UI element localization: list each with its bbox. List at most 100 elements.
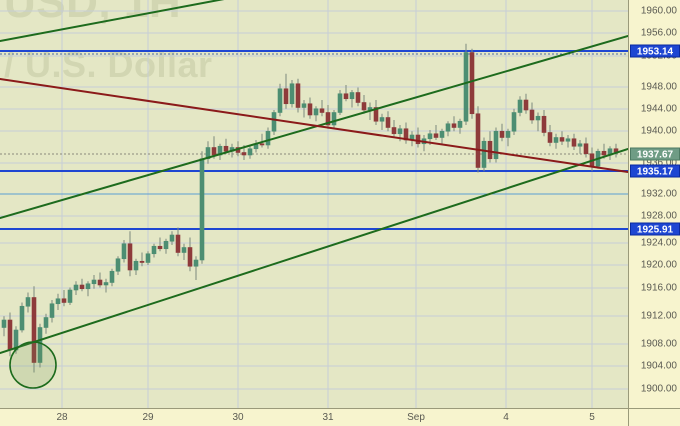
red-downtrend[interactable] <box>0 78 628 173</box>
candlestick <box>361 95 367 114</box>
candlestick <box>391 120 397 138</box>
price-label-support-2[interactable]: 1925.91 <box>630 222 680 236</box>
time-tick-label: 31 <box>322 412 334 423</box>
time-scale[interactable]: 28 29 30 31 Sep 4 5 <box>0 408 680 426</box>
candlestick <box>1 316 7 337</box>
candlestick <box>277 83 283 117</box>
candlestick <box>295 78 301 113</box>
price-tick-label: 1928.00 <box>640 210 677 222</box>
candlestick <box>493 127 499 163</box>
candlestick <box>265 127 271 149</box>
candlestick <box>49 300 55 323</box>
candlestick <box>217 143 223 160</box>
candlestick <box>133 258 139 275</box>
candlestick <box>505 128 511 147</box>
grid-horizontal-lines <box>0 10 628 390</box>
price-tick-label: 1936.00 <box>640 157 677 169</box>
candlestick <box>331 110 337 129</box>
price-tick-label: 1912.00 <box>640 310 677 322</box>
price-tick-label: 1960.00 <box>640 5 677 17</box>
candlestick <box>271 110 277 135</box>
trendline-overlays[interactable] <box>0 0 628 354</box>
price-tick-label: 1904.00 <box>640 360 677 372</box>
candlestick <box>259 133 265 148</box>
candlestick <box>475 106 481 173</box>
price-label-resistance[interactable]: 1953.14 <box>630 44 680 58</box>
green-channel-lower[interactable] <box>0 148 628 354</box>
candlestick <box>79 278 85 292</box>
candlestick <box>223 138 229 154</box>
candlestick <box>607 146 613 160</box>
candlestick <box>313 106 319 122</box>
green-channel-mid[interactable] <box>0 35 628 219</box>
candlestick <box>517 96 523 117</box>
price-label-last[interactable]: 1937.67 <box>630 147 680 161</box>
candlestick <box>193 256 199 280</box>
candlestick <box>253 140 259 153</box>
candlestick <box>613 143 619 158</box>
candlestick <box>481 137 487 172</box>
candlestick <box>343 85 349 102</box>
candlestick <box>289 80 295 108</box>
price-tick-label: 1932.00 <box>640 188 677 200</box>
price-tick-label: 1948.00 <box>640 81 677 93</box>
price-tick-label: 1908.00 <box>640 338 677 350</box>
candlestick <box>109 268 115 287</box>
candlestick <box>439 128 445 145</box>
candlestick <box>355 87 361 107</box>
time-tick-label: 28 <box>56 412 68 423</box>
green-channel-upper[interactable] <box>0 0 614 42</box>
candlestick <box>325 105 331 129</box>
horizontal-level-lines[interactable] <box>0 50 628 230</box>
candlestick <box>379 113 385 130</box>
candlestick <box>463 43 469 125</box>
time-tick-label: 4 <box>503 412 509 423</box>
candlestick <box>559 131 565 145</box>
candlestick <box>499 123 505 142</box>
candlestick <box>43 313 49 334</box>
price-tick-label: 1956.00 <box>640 27 677 39</box>
candlestick <box>451 116 457 132</box>
candlestick <box>487 131 493 163</box>
chart-canvas <box>0 0 628 408</box>
candlestick <box>349 90 355 108</box>
scale-settings-corner[interactable] <box>628 409 680 426</box>
price-label-support-1[interactable]: 1935.17 <box>630 164 680 178</box>
candlestick <box>247 146 253 159</box>
time-tick-label: 30 <box>232 412 244 423</box>
candlestick <box>511 108 517 135</box>
time-tick-label: 29 <box>142 412 154 423</box>
candlestick <box>385 111 391 132</box>
candlestick <box>571 133 577 150</box>
chart-plot-area[interactable]: USD, 1H / U.S. Dollar <box>0 0 628 408</box>
candlestick <box>283 73 289 109</box>
grid-vertical-lines <box>61 0 593 408</box>
candlestick <box>175 227 181 257</box>
candlestick <box>541 110 547 137</box>
candlestick <box>97 272 103 288</box>
candlestick <box>85 281 91 297</box>
candlestick <box>73 281 79 295</box>
candlestick <box>433 125 439 140</box>
candlestick <box>67 287 73 305</box>
price-tick-label: 1900.00 <box>640 383 677 395</box>
price-scale[interactable]: 1960.001956.001952.001948.001944.001940.… <box>628 0 680 408</box>
highlight-circle[interactable] <box>9 341 57 389</box>
candlestick <box>529 102 535 124</box>
candlestick <box>181 243 187 260</box>
candlestick <box>151 243 157 258</box>
price-tick-label: 1940.00 <box>640 125 677 137</box>
candlestick <box>19 302 25 333</box>
candlestick <box>577 140 583 154</box>
candlestick <box>187 237 193 272</box>
candlestick <box>157 237 163 252</box>
candlestick <box>25 292 31 313</box>
candlestick <box>115 256 121 275</box>
candlestick <box>409 131 415 147</box>
shape-overlays[interactable] <box>9 341 57 389</box>
time-tick-label: Sep <box>407 412 425 423</box>
candlestick <box>163 238 169 254</box>
candlestick <box>403 122 409 144</box>
price-tick-label: 1916.00 <box>640 282 677 294</box>
